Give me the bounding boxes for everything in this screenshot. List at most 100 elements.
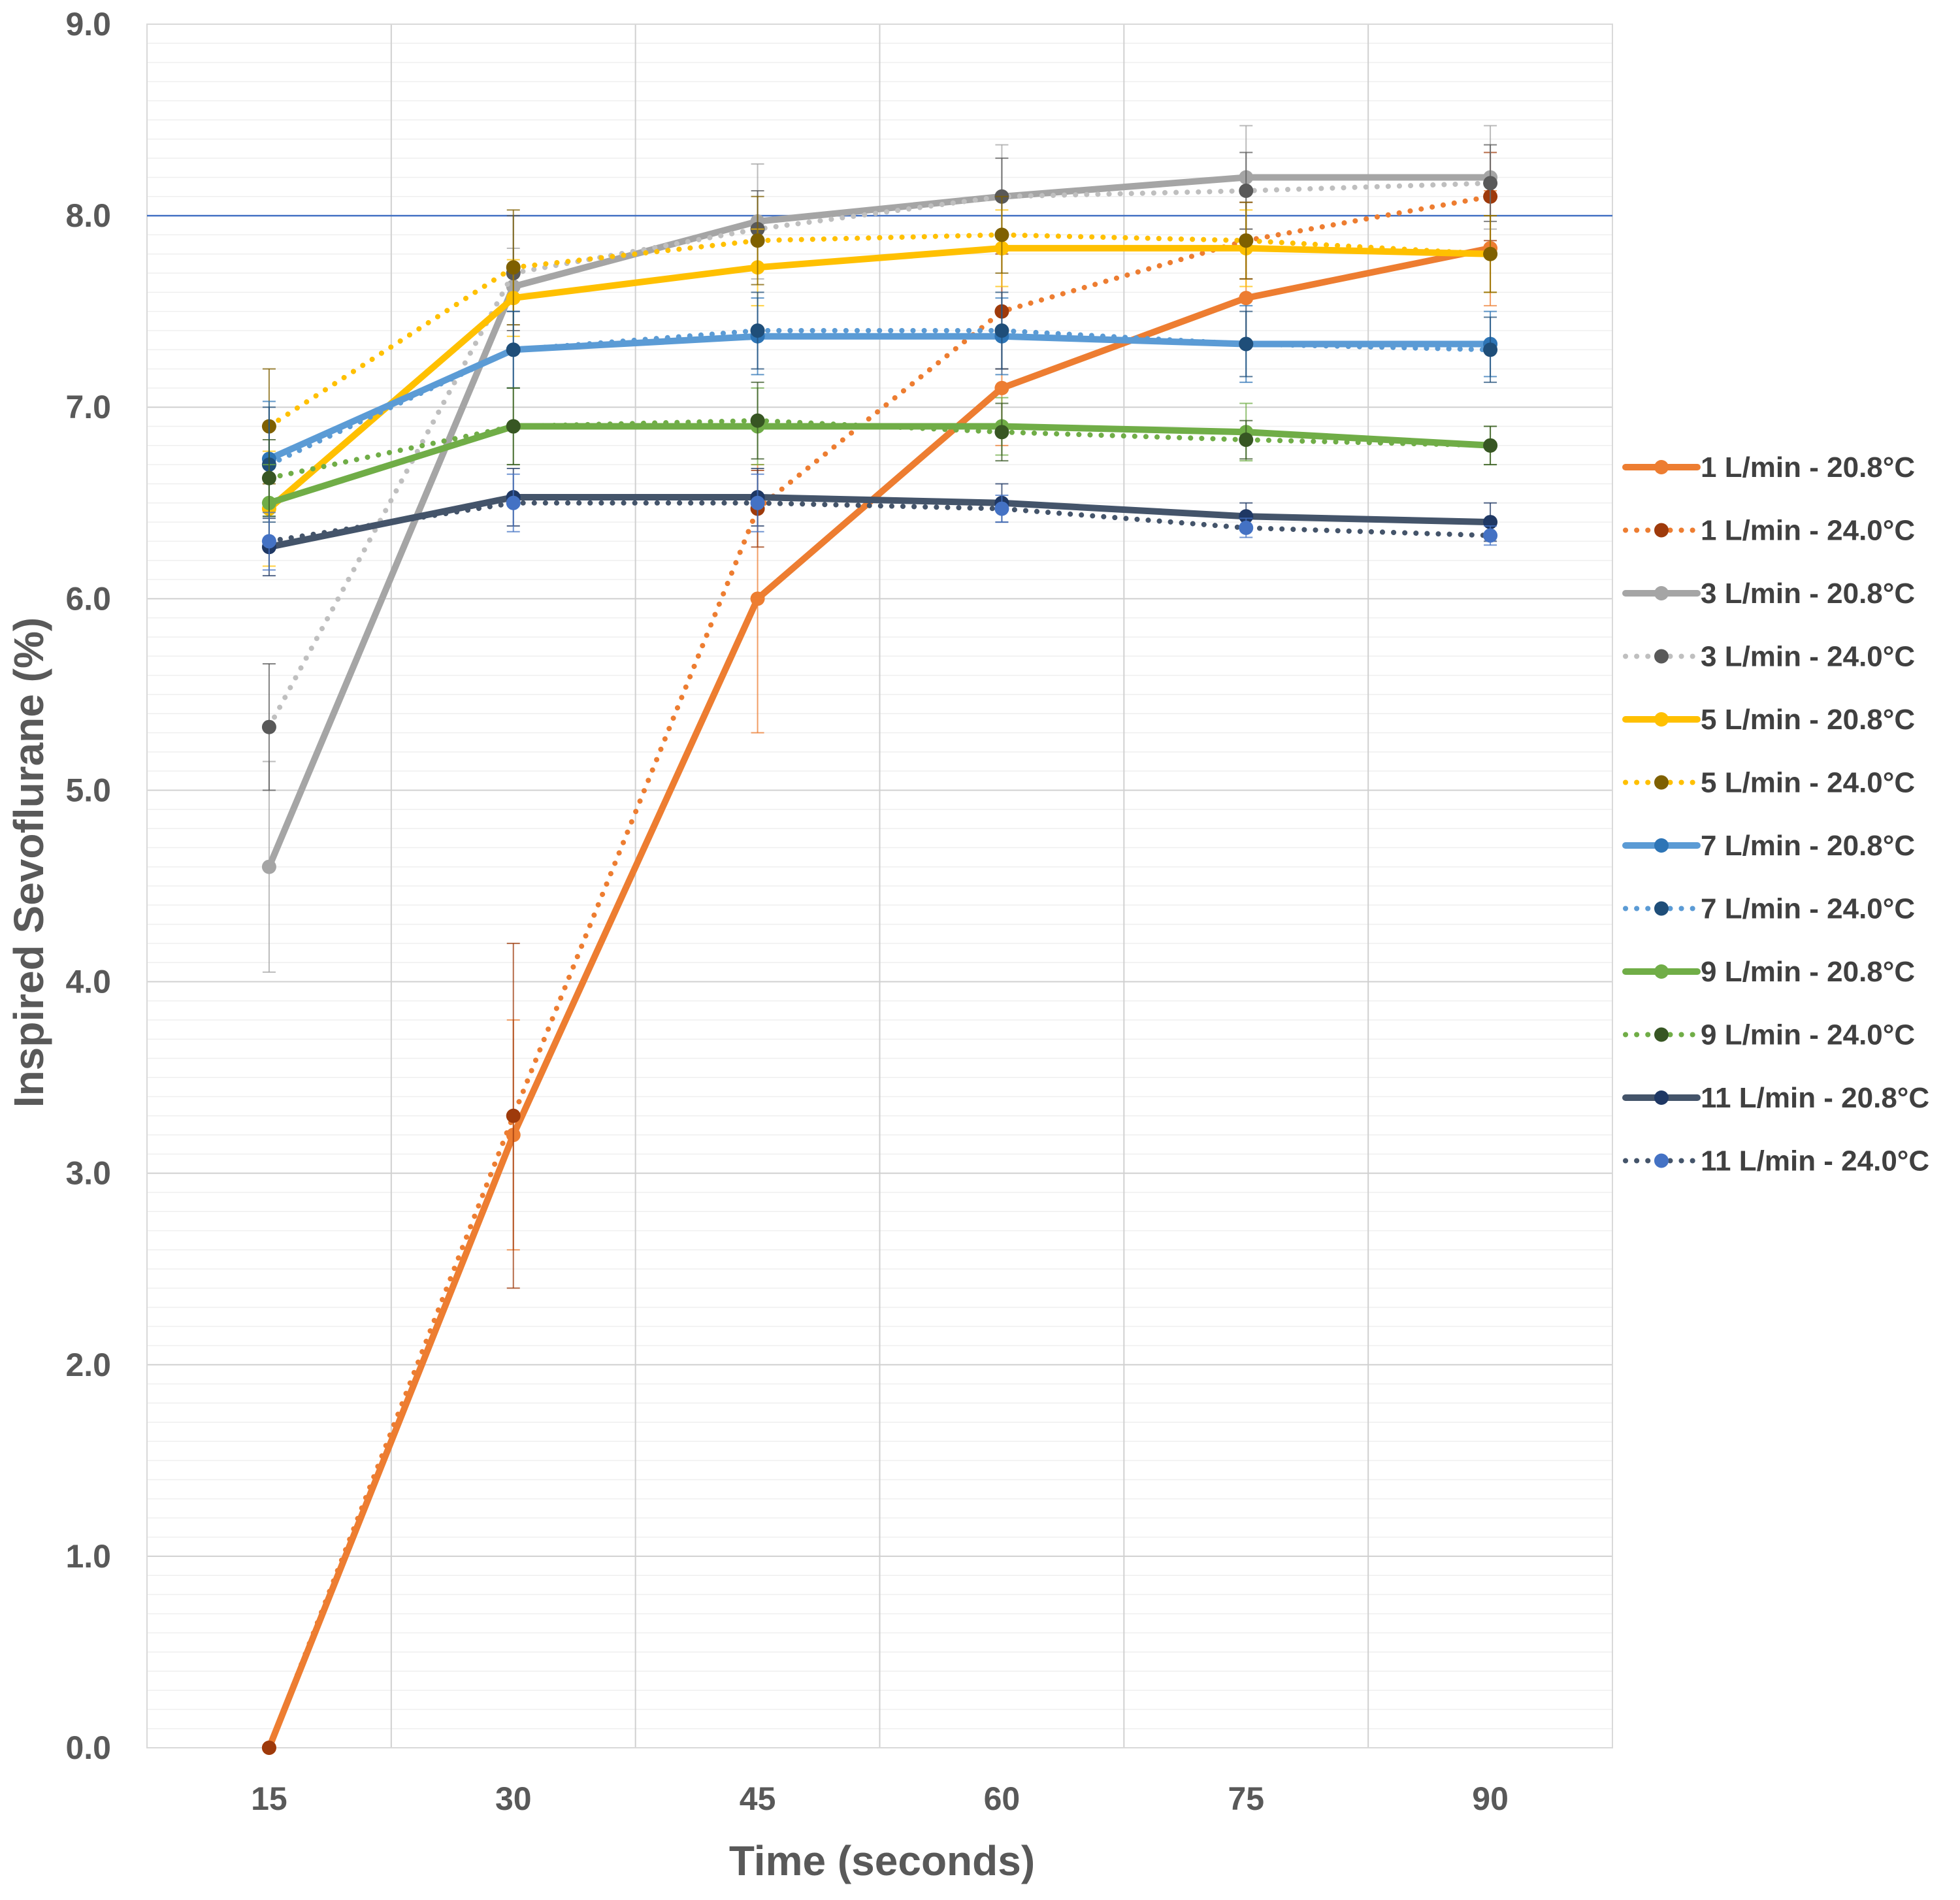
data-point (750, 323, 765, 338)
data-point (1239, 336, 1254, 352)
legend-item: 1 L/min - 24.0°C (1623, 515, 1915, 547)
legend-swatch-marker (1654, 649, 1669, 664)
legend-label: 9 L/min - 20.8°C (1701, 956, 1915, 988)
legend-swatch-marker (1654, 1090, 1669, 1105)
y-tick-label: 7.0 (65, 389, 111, 425)
x-tick-label: 60 (984, 1780, 1021, 1817)
legend-item: 9 L/min - 20.8°C (1622, 956, 1915, 988)
legend-swatch-marker (1654, 1027, 1669, 1042)
legend-item: 9 L/min - 24.0°C (1623, 1019, 1915, 1051)
legend-label: 1 L/min - 24.0°C (1701, 515, 1915, 547)
legend-swatch-marker (1654, 901, 1669, 916)
data-point (1483, 246, 1498, 261)
data-point (750, 591, 765, 606)
x-tick-label: 30 (495, 1780, 532, 1817)
series-line (266, 193, 1494, 1750)
data-point (1483, 176, 1498, 191)
x-axis-title: Time (seconds) (729, 1837, 1035, 1884)
legend-label: 5 L/min - 20.8°C (1701, 704, 1915, 736)
y-tick-label: 3.0 (65, 1155, 111, 1192)
series-line (265, 244, 1494, 1751)
data-point (1239, 433, 1254, 448)
series-line (266, 328, 1494, 468)
data-point (994, 425, 1009, 440)
legend-swatch-marker (1654, 460, 1669, 474)
series-line (265, 244, 1494, 512)
data-point (1483, 342, 1498, 357)
legend-label: 11 L/min - 20.8°C (1701, 1082, 1929, 1114)
y-tick-label: 1.0 (65, 1538, 111, 1575)
legend-item: 11 L/min - 24.0°C (1623, 1145, 1929, 1177)
data-point (994, 380, 1009, 395)
legend-label: 3 L/min - 20.8°C (1701, 578, 1915, 610)
legend-label: 1 L/min - 20.8°C (1701, 451, 1915, 483)
legend-swatch-marker (1654, 523, 1669, 538)
data-point (261, 534, 276, 549)
data-point (1483, 528, 1498, 543)
y-tick-label: 6.0 (65, 580, 111, 617)
data-point (750, 233, 765, 248)
legend-item: 7 L/min - 24.0°C (1623, 893, 1915, 925)
y-tick-labels: 0.0 1.0 2.0 3.0 4.0 5.0 6.0 7.0 8.0 9.0 (65, 6, 111, 1766)
y-tick-label: 4.0 (65, 964, 111, 1000)
data-point (994, 227, 1009, 242)
series-12 (261, 473, 1498, 571)
data-point (261, 1741, 276, 1755)
data-point (261, 719, 276, 734)
data-point (506, 260, 521, 275)
legend-label: 7 L/min - 20.8°C (1701, 830, 1915, 862)
series-line (266, 232, 1494, 429)
data-point (1239, 520, 1254, 535)
data-point (261, 859, 276, 874)
data-point (994, 323, 1009, 338)
plot-area-border (146, 24, 1613, 1748)
x-tick-label: 15 (251, 1780, 287, 1817)
data-point (1239, 291, 1254, 306)
y-tick-label: 5.0 (65, 772, 111, 808)
legend-item: 11 L/min - 20.8°C (1622, 1082, 1929, 1114)
legend-label: 9 L/min - 24.0°C (1701, 1019, 1915, 1051)
series-line (265, 494, 1494, 551)
y-tick-label: 2.0 (65, 1347, 111, 1383)
legend-label: 11 L/min - 24.0°C (1701, 1145, 1929, 1177)
legend-swatch-marker (1654, 712, 1669, 727)
legend-item: 5 L/min - 20.8°C (1622, 704, 1915, 736)
data-point (1483, 438, 1498, 453)
y-tick-label: 9.0 (65, 6, 111, 42)
data-point (506, 342, 521, 357)
data-point (994, 501, 1009, 516)
legend-swatch-marker (1654, 838, 1669, 853)
data-point (506, 1108, 521, 1123)
series-line (266, 500, 1494, 544)
y-tick-label: 8.0 (65, 197, 111, 234)
legend-swatch-marker (1654, 964, 1669, 979)
x-tick-label: 75 (1228, 1780, 1264, 1817)
data-point (506, 495, 521, 510)
legend-label: 7 L/min - 24.0°C (1701, 893, 1915, 925)
legend-swatch-marker (1654, 586, 1669, 600)
legend-swatch-marker (1654, 775, 1669, 790)
x-tick-labels: 15 30 45 60 75 90 (251, 1780, 1509, 1817)
legend-item: 3 L/min - 24.0°C (1623, 641, 1915, 673)
x-tick-label: 45 (740, 1780, 776, 1817)
series-layer (261, 125, 1498, 1755)
legend-label: 3 L/min - 24.0°C (1701, 641, 1915, 673)
data-point (1239, 233, 1254, 248)
series-line (266, 418, 1494, 481)
legend: 1 L/min - 20.8°C 1 L/min - 24.0°C 3 L/min … (1622, 451, 1929, 1177)
legend-label: 5 L/min - 24.0°C (1701, 767, 1915, 799)
series-line (266, 180, 1494, 730)
data-point (750, 413, 765, 428)
data-point (1239, 509, 1254, 524)
legend-item: 5 L/min - 24.0°C (1623, 767, 1915, 799)
legend-item: 3 L/min - 20.8°C (1622, 578, 1915, 610)
series-6 (261, 195, 1498, 485)
series-line (265, 174, 1494, 870)
data-point (261, 470, 276, 485)
data-point (750, 495, 765, 510)
data-point (506, 419, 521, 434)
x-tick-label: 90 (1472, 1780, 1509, 1817)
